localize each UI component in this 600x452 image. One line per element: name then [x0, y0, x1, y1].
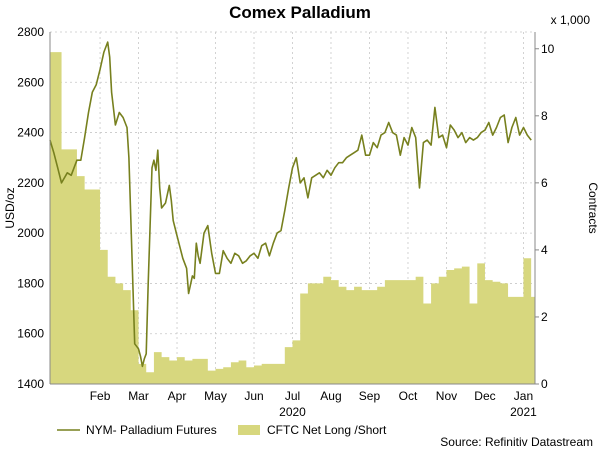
axes — [49, 32, 536, 385]
x-tick-label: May — [204, 389, 227, 403]
left-axis-ticks: 1400 1600 1800 2000 2200 2400 2600 2800 — [17, 25, 44, 391]
right-tick-label: 8 — [541, 109, 548, 123]
x-tick-label: Feb — [90, 389, 111, 403]
x-tick-label: Nov — [436, 389, 457, 403]
x-tick-label: Jan — [514, 389, 533, 403]
legend-area-swatch — [238, 425, 260, 435]
left-tick-label: 1600 — [17, 327, 44, 341]
left-tick-label: 2800 — [17, 25, 44, 39]
x-tick-label: Jul — [285, 389, 300, 403]
left-tick-label: 1400 — [17, 377, 44, 391]
cftc-area-series — [50, 52, 535, 384]
left-tick-label: 2400 — [17, 126, 44, 140]
legend-label-cftc: CFTC Net Long /Short — [267, 423, 387, 437]
right-tick-label: 4 — [541, 243, 548, 257]
left-axis-label: USD/oz — [3, 187, 17, 228]
x-year-label: 2020 — [279, 405, 306, 419]
left-tick-label: 1800 — [17, 276, 44, 290]
right-axis-label: Contracts — [586, 182, 600, 233]
x-tick-label: Sep — [359, 389, 381, 403]
x-tick-label: Mar — [128, 389, 149, 403]
x-axis-ticks: Feb Mar Apr May Jun Jul Aug Sep Oct Nov Dec Jan 2020… — [90, 389, 537, 419]
x-tick-label: Oct — [399, 389, 418, 403]
legend: NYM- Palladium Futures CFTC Net Long /Sh… — [57, 423, 387, 437]
right-axis-ticks: 0 2 4 6 8 10 — [535, 42, 555, 391]
left-tick-label: 2200 — [17, 176, 44, 190]
palladium-line-series — [49, 41, 532, 368]
right-tick-label: 6 — [541, 176, 548, 190]
left-tick-label: 2600 — [17, 75, 44, 89]
x-tick-label: Dec — [474, 389, 495, 403]
cftc-area — [50, 52, 535, 384]
x-tick-label: Aug — [320, 389, 341, 403]
right-tick-label: 2 — [541, 310, 548, 324]
right-tick-label: 0 — [541, 377, 548, 391]
legend-label-palladium: NYM- Palladium Futures — [86, 423, 217, 437]
right-tick-label: 10 — [541, 42, 555, 56]
right-axis-multiplier: x 1,000 — [551, 13, 591, 27]
source-note: Source: Refinitiv Datastream — [440, 435, 593, 449]
palladium-line — [49, 41, 532, 368]
chart-title: Comex Palladium — [229, 3, 371, 22]
x-tick-label: Apr — [168, 389, 187, 403]
x-year-label: 2021 — [510, 405, 537, 419]
left-tick-label: 2000 — [17, 226, 44, 240]
x-tick-label: Jun — [244, 389, 263, 403]
